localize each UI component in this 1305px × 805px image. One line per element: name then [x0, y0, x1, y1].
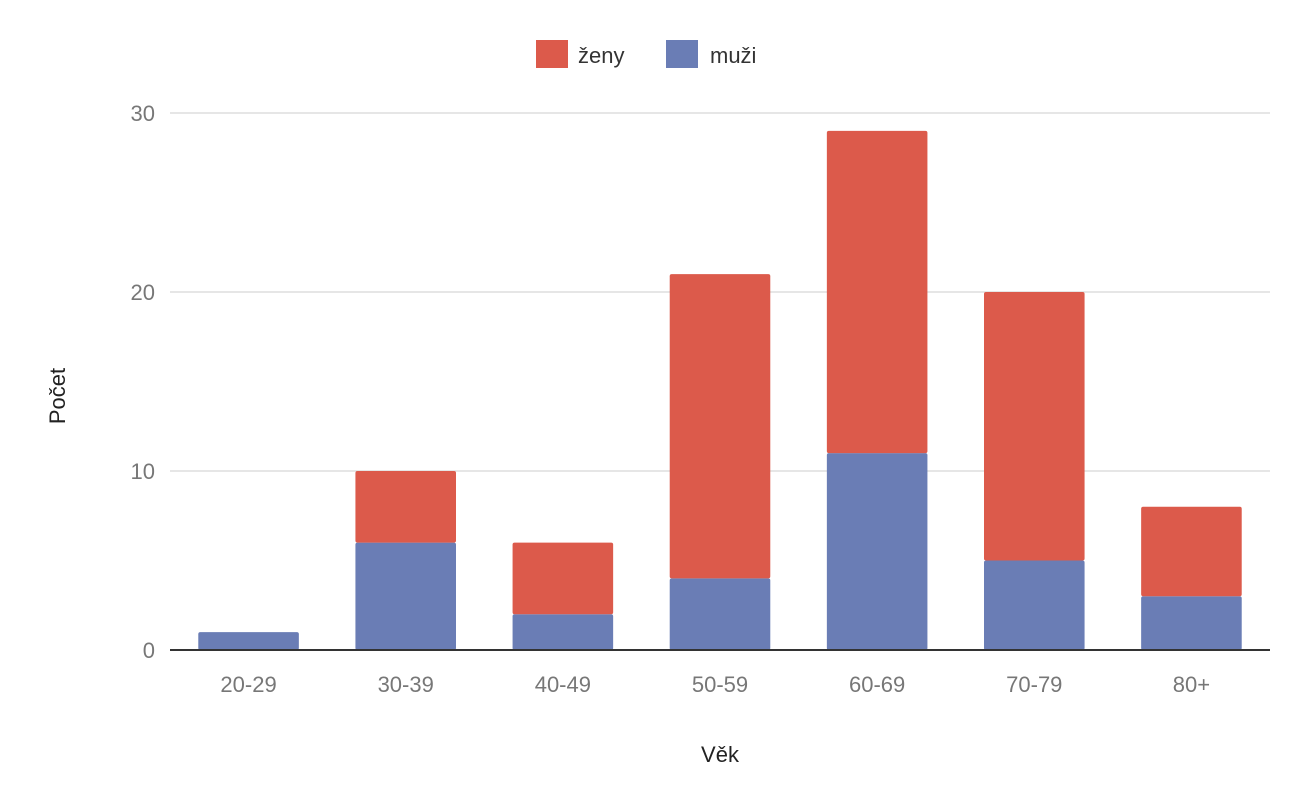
- bar-zeny-70-79: [984, 292, 1085, 561]
- y-tick-label: 10: [131, 459, 155, 484]
- bar-zeny-80+: [1141, 506, 1242, 597]
- bar-muzi-30-39: [355, 542, 456, 650]
- y-tick-label: 0: [143, 638, 155, 663]
- x-axis-title: Věk: [701, 742, 740, 767]
- y-axis-title: Počet: [45, 368, 70, 424]
- x-tick-label: 20-29: [220, 672, 276, 697]
- legend: ženy muži: [536, 40, 756, 68]
- bar-muzi-60-69: [826, 453, 928, 650]
- bar-muzi-40-49: [512, 614, 614, 650]
- x-tick-label: 70-79: [1006, 672, 1062, 697]
- bar-zeny-50-59: [669, 274, 771, 579]
- bar-muzi-20-29: [198, 632, 299, 650]
- bar-zeny-40-49: [512, 542, 614, 615]
- x-tick-label: 50-59: [692, 672, 748, 697]
- bar-muzi-80+: [1141, 596, 1242, 650]
- y-tick-label: 30: [131, 101, 155, 126]
- bars: [198, 130, 1242, 650]
- x-tick-label: 80+: [1173, 672, 1210, 697]
- x-tick-label: 40-49: [535, 672, 591, 697]
- legend-swatch-zeny: [536, 40, 568, 68]
- legend-label-zeny: ženy: [578, 43, 624, 68]
- x-tick-label: 60-69: [849, 672, 905, 697]
- bar-muzi-70-79: [984, 560, 1085, 650]
- bar-zeny-30-39: [355, 471, 456, 543]
- legend-label-muzi: muži: [710, 43, 756, 68]
- axes: 0 10 20 30 20-29 30-39 40-49 50-59 60-69 70-79 80+: [131, 101, 1270, 697]
- bar-zeny-60-69: [826, 130, 928, 454]
- x-tick-label: 30-39: [378, 672, 434, 697]
- bar-muzi-50-59: [669, 578, 771, 650]
- legend-swatch-muzi: [666, 40, 698, 68]
- y-tick-label: 20: [131, 280, 155, 305]
